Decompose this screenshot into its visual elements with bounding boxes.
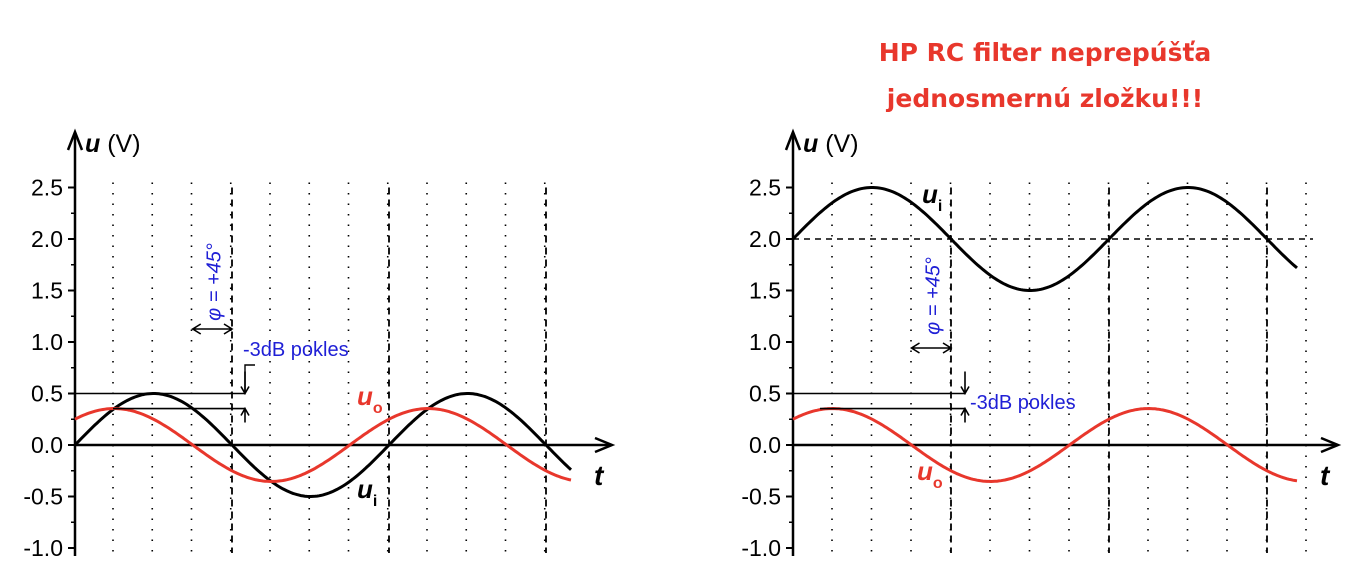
series-label-output: uo [917, 456, 943, 492]
y-tick-label: 0.5 [749, 381, 781, 407]
phase-shift-label: φ = +45° [203, 243, 225, 321]
phase-shift-label: φ = +45° [922, 257, 944, 335]
chart-panel-1: 2.5 2.0 1.5 1.0 0.5 0.0 -0.5 -1.0 u (V) t ui uo -3dB… [23, 128, 616, 561]
series-line-output [792, 406, 1298, 484]
y-axis-arrow [784, 128, 802, 151]
series-label-output: uo [357, 381, 383, 417]
y-tick-label: 2.5 [749, 175, 781, 201]
attenuation-arrow-top [960, 371, 970, 396]
phase-shift-arrow [909, 342, 953, 354]
title-line-1: HP RC filter neprepúšťa [878, 38, 1212, 67]
y-tick-label: 0.0 [749, 432, 781, 458]
attenuation-arrow-bottom [240, 406, 250, 423]
x-axis-label: t [1320, 460, 1331, 491]
y-tick-label: 1.5 [31, 278, 63, 304]
attenuation-leader [244, 364, 255, 394]
y-tick-label: 0.0 [31, 432, 63, 458]
y-tick-label: -1.0 [23, 535, 63, 561]
title-line-2: jednosmernú zložku!!! [886, 84, 1204, 113]
x-axis-arrow [594, 436, 616, 454]
series-label-input: ui [357, 474, 377, 510]
series-line-input [791, 186, 1298, 292]
y-tick-label: -0.5 [741, 484, 781, 510]
attenuation-label: -3dB pokles [243, 339, 349, 361]
y-tick-label: 2.5 [31, 175, 63, 201]
x-axis-arrow [1320, 436, 1342, 454]
y-tick-label: 1.5 [749, 278, 781, 304]
y-tick-label: 0.5 [31, 381, 63, 407]
y-tick-label: 1.0 [749, 329, 781, 355]
y-tick-label: -1.0 [741, 535, 781, 561]
y-tick-label: -0.5 [23, 484, 63, 510]
attenuation-label: -3dB pokles [970, 392, 1076, 414]
chart-title: HP RC filter neprepúšťa jednosmernú zlož… [780, 30, 1310, 122]
series-label-input: ui [922, 179, 942, 215]
phase-shift-arrow [191, 323, 234, 335]
x-axis-label: t [594, 460, 605, 491]
y-axis-label: u (V) [803, 130, 859, 158]
y-tick-label: 2.0 [31, 226, 63, 252]
attenuation-arrow-bottom [960, 406, 970, 423]
series-line-output [74, 407, 572, 484]
y-axis-arrow [66, 128, 84, 151]
chart-panel-2: 2.5 2.0 1.5 1.0 0.5 0.0 -0.5 -1.0 u (V) t ui uo -3dB… [741, 128, 1342, 561]
y-axis-label: u (V) [85, 130, 141, 158]
y-tick-label: 1.0 [31, 329, 63, 355]
y-tick-label: 2.0 [749, 226, 781, 252]
